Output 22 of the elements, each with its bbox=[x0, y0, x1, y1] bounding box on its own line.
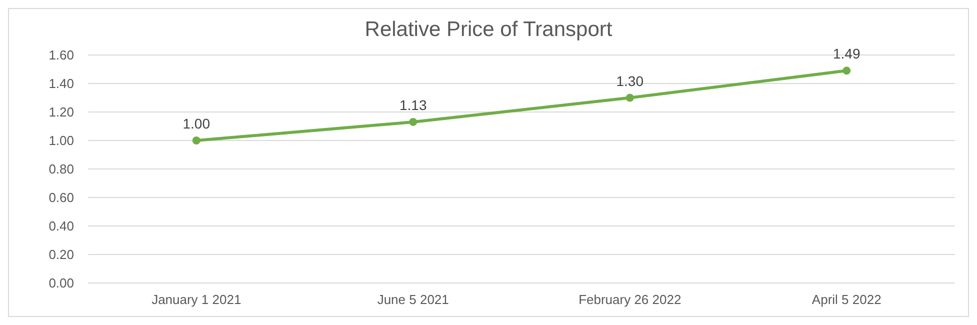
x-tick-label: February 26 2022 bbox=[578, 292, 682, 307]
data-label: 1.30 bbox=[616, 72, 644, 89]
y-tick-label: 0.00 bbox=[48, 276, 74, 291]
chart-title: Relative Price of Transport bbox=[364, 18, 612, 41]
data-label: 1.49 bbox=[833, 46, 860, 62]
x-tick-label: January 1 2021 bbox=[152, 292, 242, 307]
point bbox=[192, 136, 200, 144]
y-tick-label: 0.60 bbox=[48, 190, 74, 206]
y-tick-label: 0.40 bbox=[48, 218, 74, 234]
y-tick-label: 1.60 bbox=[48, 48, 74, 63]
x-tick-label: April 5 2022 bbox=[812, 292, 882, 307]
data-label: 1.13 bbox=[400, 96, 427, 113]
y-tick-label: 1.40 bbox=[48, 76, 74, 92]
data-label: 1.00 bbox=[182, 116, 210, 132]
point bbox=[409, 118, 418, 126]
y-tick-label: 0.80 bbox=[48, 162, 74, 177]
x-tick-label: June 5 2021 bbox=[377, 292, 449, 307]
y-tick-label: 1.20 bbox=[48, 104, 74, 120]
y-tick-label: 0.20 bbox=[48, 247, 74, 262]
point bbox=[626, 94, 634, 102]
y-tick-label: 1.00 bbox=[48, 133, 74, 148]
point bbox=[842, 66, 851, 75]
